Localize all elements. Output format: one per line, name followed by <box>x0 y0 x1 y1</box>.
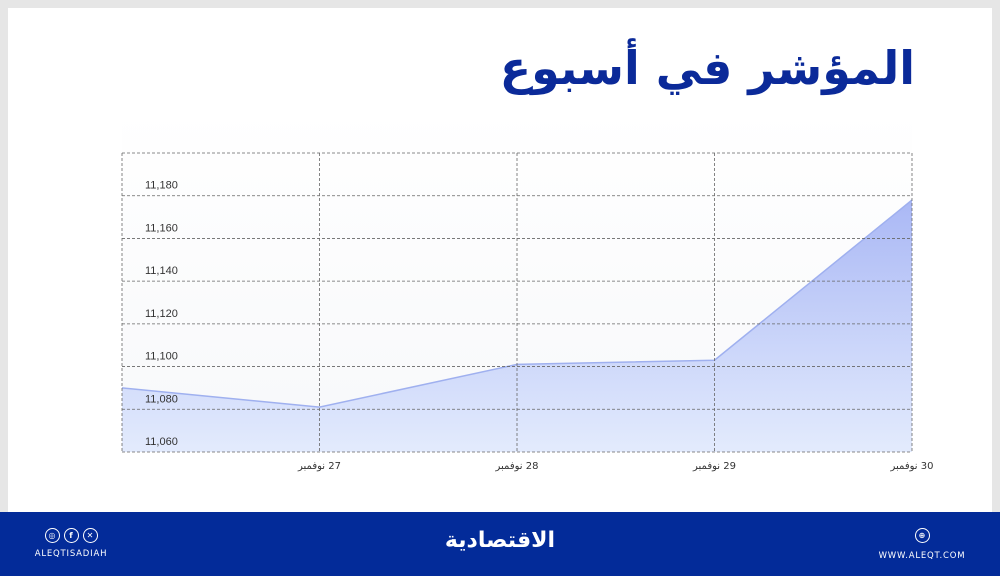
x-icon[interactable]: ✕ <box>82 528 98 543</box>
website-url[interactable]: WWW.ALEQT.COM <box>878 551 966 561</box>
y-tick-label: 11,120 <box>145 308 178 320</box>
y-tick-label: 11,060 <box>145 436 178 448</box>
y-tick-label: 11,140 <box>145 265 178 277</box>
x-tick-label: 30 نوفمبر <box>890 461 934 472</box>
facebook-icon[interactable]: f <box>63 528 79 543</box>
area-chart: 11,060 11,080 11,100 11,120 11,140 11,160 11,1… <box>121 110 933 472</box>
website-link[interactable]: ⊕ WWW.ALEQT.COM <box>872 528 972 561</box>
x-tick-label: 27 نوفمبر <box>297 461 341 472</box>
y-axis-ticks: 11,060 11,080 11,100 11,120 11,140 11,160 11,1… <box>145 180 178 448</box>
x-tick-label: 28 نوفمبر <box>495 461 539 472</box>
x-axis-ticks: 27 نوفمبر 28 نوفمبر 29 نوفمبر 30 نوفمبر <box>297 461 933 472</box>
footer-bar: ◎ f ✕ ALEQTISADIAH الاقتصادية ⊕ WWW.ALEQ… <box>0 512 1000 576</box>
grid-lines <box>121 152 913 453</box>
x-tick-label: 29 نوفمبر <box>692 461 736 472</box>
social-links: ◎ f ✕ ALEQTISADIAH <box>34 528 108 559</box>
y-tick-label: 11,160 <box>145 222 178 234</box>
instagram-icon[interactable]: ◎ <box>44 528 60 543</box>
y-tick-label: 11,080 <box>145 393 178 405</box>
chart-canvas: 11,060 11,080 11,100 11,120 11,140 11,160 11,1… <box>121 110 933 472</box>
globe-icon: ⊕ <box>914 528 930 543</box>
social-handle: ALEQTISADIAH <box>34 549 108 559</box>
chart-title: المؤشر في أسبوع <box>499 41 915 95</box>
y-tick-label: 11,180 <box>145 180 178 192</box>
y-tick-label: 11,100 <box>145 351 178 363</box>
brand-logo: الاقتصادية <box>444 528 556 553</box>
